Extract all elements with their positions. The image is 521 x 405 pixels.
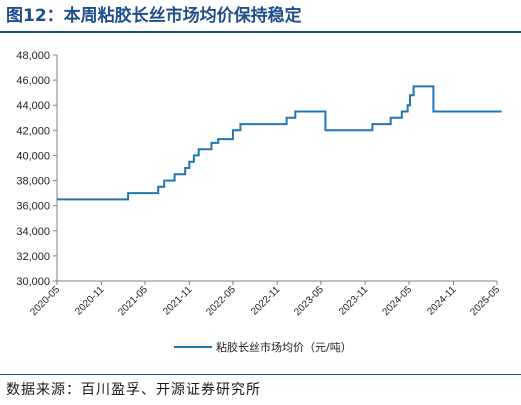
x-tick-label: 2021-05: [116, 284, 150, 318]
x-tick-label: 2020-05: [28, 284, 62, 318]
y-tick-label: 38,000: [16, 176, 50, 188]
y-tick-label: 46,000: [16, 75, 50, 87]
y-tick-label: 36,000: [16, 201, 50, 213]
price-line-chart: 30,000 32,000 34,000 36,000 38,000 40,000 42,0…: [16, 50, 502, 354]
series-line: [57, 85, 502, 201]
source-note: 数据来源：百川盈孚、开源证券研究所: [6, 382, 261, 398]
x-tick-label: 2025-05: [468, 284, 502, 318]
x-tick-label: 2020-11: [73, 284, 107, 318]
x-tick-label: 2024-05: [380, 284, 414, 318]
source-rule: [0, 374, 521, 375]
x-tick-label: 2022-05: [204, 284, 238, 318]
legend: 粘胶长丝市场均价（元/吨）: [174, 340, 352, 354]
y-tick-label: 34,000: [16, 226, 50, 238]
x-axis-ticks: 2020-05 2020-11 2021-05 2021-11 2022-05 2022-…: [28, 281, 502, 318]
y-tick-label: 30,000: [16, 276, 50, 288]
figure-title: 图12：本周粘胶长丝市场均价保持稳定: [6, 6, 302, 26]
x-tick-label: 2023-05: [292, 284, 326, 318]
y-tick-label: 44,000: [16, 100, 50, 112]
x-tick-label: 2023-11: [337, 284, 371, 318]
legend-label: 粘胶长丝市场均价（元/吨）: [216, 340, 352, 354]
y-tick-label: 42,000: [16, 125, 50, 137]
x-tick-label: 2024-11: [425, 284, 459, 318]
y-tick-label: 40,000: [16, 150, 50, 162]
x-tick-label: 2021-11: [161, 284, 195, 318]
x-tick-label: 2022-11: [249, 284, 283, 318]
y-axis-ticks: 30,000 32,000 34,000 36,000 38,000 40,000 42,0…: [16, 50, 57, 288]
y-tick-label: 48,000: [16, 50, 50, 62]
y-tick-label: 32,000: [16, 251, 50, 263]
title-rule: [0, 31, 521, 33]
